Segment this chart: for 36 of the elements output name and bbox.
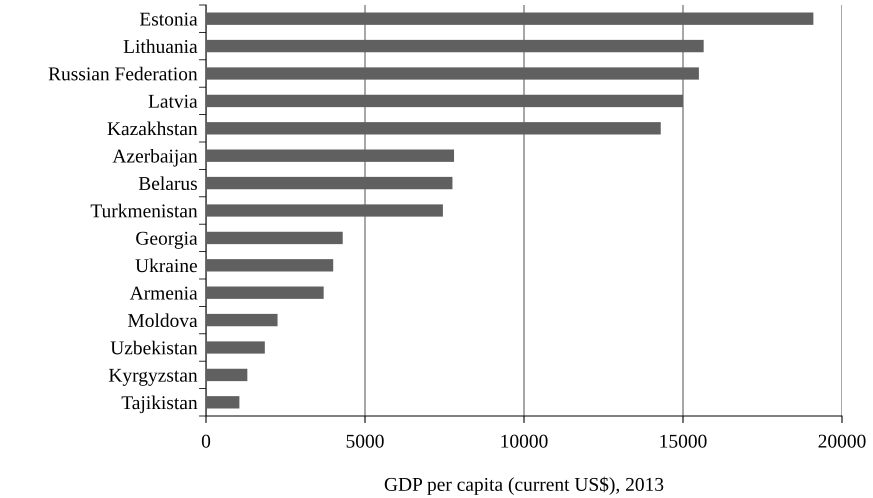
bar [206, 176, 452, 190]
y-tick-label: Ukraine [135, 258, 197, 272]
bar [206, 67, 699, 80]
x-tick-label: 0 [202, 434, 210, 448]
y-tick-label: Armenia [130, 286, 198, 300]
bar [206, 40, 704, 52]
bar [206, 204, 443, 217]
y-tick-label: Turkmenistan [90, 204, 198, 218]
y-tick-label: Azerbaijan [112, 148, 198, 167]
bar [206, 368, 248, 382]
x-tick-label: 10000 [501, 434, 548, 448]
bar [206, 150, 454, 162]
bar [206, 122, 661, 134]
y-tick-label: Tajikistan [122, 396, 198, 414]
x-axis-title: GDP per capita (current US$), 2013 [384, 476, 664, 495]
bar [206, 259, 334, 272]
y-tick-label: Kyrgyzstan [108, 368, 198, 386]
bar [206, 341, 265, 354]
y-tick-label: Lithuania [124, 39, 198, 54]
bar [206, 314, 278, 326]
bar [206, 94, 683, 108]
y-tick-label: Russian Federation [48, 66, 198, 80]
x-tick-label: 15000 [660, 434, 707, 448]
y-tick-label: Georgia [136, 232, 198, 249]
y-tick-label: Kazakhstan [108, 122, 198, 136]
x-tick-label: 5000 [346, 434, 384, 448]
bar [206, 12, 814, 25]
x-tick-label: 20000 [818, 434, 866, 448]
bar [206, 396, 240, 408]
bar [206, 232, 343, 244]
y-tick-label: Moldova [128, 313, 198, 328]
y-tick-label: Estonia [140, 12, 198, 26]
bar [206, 286, 324, 299]
y-tick-label: Latvia [148, 94, 198, 108]
y-tick-label: Belarus [138, 176, 197, 190]
y-tick-label: Uzbekistan [110, 340, 198, 354]
